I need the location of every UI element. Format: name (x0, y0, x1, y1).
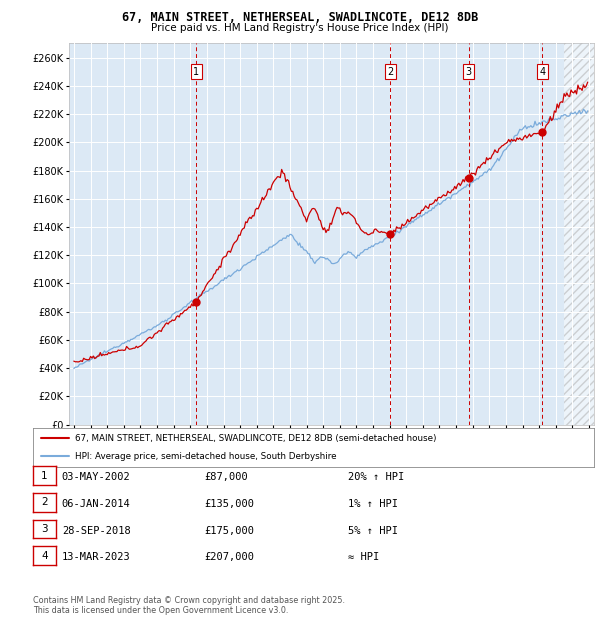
Text: 2: 2 (387, 66, 393, 77)
Text: 28-SEP-2018: 28-SEP-2018 (62, 526, 131, 536)
Text: £87,000: £87,000 (204, 472, 248, 482)
Text: 03-MAY-2002: 03-MAY-2002 (62, 472, 131, 482)
Text: 1% ↑ HPI: 1% ↑ HPI (348, 499, 398, 509)
Text: 67, MAIN STREET, NETHERSEAL, SWADLINCOTE, DE12 8DB (semi-detached house): 67, MAIN STREET, NETHERSEAL, SWADLINCOTE… (75, 434, 437, 443)
Text: 3: 3 (466, 66, 472, 77)
Text: HPI: Average price, semi-detached house, South Derbyshire: HPI: Average price, semi-detached house,… (75, 452, 337, 461)
Bar (564, 43, 594, 425)
Text: £175,000: £175,000 (204, 526, 254, 536)
Text: 20% ↑ HPI: 20% ↑ HPI (348, 472, 404, 482)
Text: £135,000: £135,000 (204, 499, 254, 509)
Text: 13-MAR-2023: 13-MAR-2023 (62, 552, 131, 562)
Bar (564, 43, 594, 425)
Text: 67, MAIN STREET, NETHERSEAL, SWADLINCOTE, DE12 8DB: 67, MAIN STREET, NETHERSEAL, SWADLINCOTE… (122, 11, 478, 24)
Text: 1: 1 (41, 471, 48, 480)
Text: 4: 4 (41, 551, 48, 560)
Text: Contains HM Land Registry data © Crown copyright and database right 2025.
This d: Contains HM Land Registry data © Crown c… (33, 596, 345, 615)
Text: 5% ↑ HPI: 5% ↑ HPI (348, 526, 398, 536)
Text: 06-JAN-2014: 06-JAN-2014 (62, 499, 131, 509)
Text: 2: 2 (41, 497, 48, 507)
Text: 1: 1 (193, 66, 199, 77)
Text: 4: 4 (539, 66, 545, 77)
Text: Price paid vs. HM Land Registry's House Price Index (HPI): Price paid vs. HM Land Registry's House … (151, 23, 449, 33)
Text: £207,000: £207,000 (204, 552, 254, 562)
Text: ≈ HPI: ≈ HPI (348, 552, 379, 562)
Text: 3: 3 (41, 524, 48, 534)
